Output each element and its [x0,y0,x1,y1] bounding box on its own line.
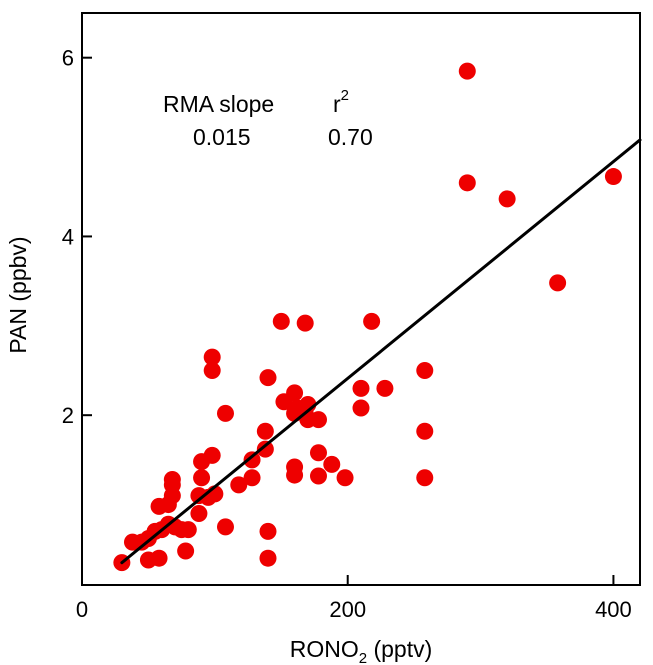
data-point [193,469,211,487]
annotation-slope-label: RMA slope [163,91,274,117]
data-point [230,476,248,494]
annotation-r2-r: r [333,91,341,117]
x-tick-label: 0 [76,597,88,622]
data-point [352,379,370,397]
data-point [216,518,234,536]
data-point [150,549,168,567]
data-point [549,274,567,292]
data-point [323,455,341,473]
data-point [309,411,327,429]
axis-tick-labels: 0 200 400 2 4 6 [62,46,632,622]
data-point [296,314,314,332]
rma-fit-line [120,138,642,565]
data-point [352,399,370,417]
data-point [216,404,234,422]
data-point [243,469,261,487]
data-point [416,362,434,379]
y-tick-label: 2 [62,403,74,428]
data-point [203,348,221,366]
data-point [286,384,304,402]
x-axis-title-main: RONO [290,636,359,662]
data-point [259,549,277,567]
annotation-r2-sup: 2 [341,87,349,104]
data-point [256,440,274,458]
data-point [259,369,277,387]
y-tick-label: 4 [62,224,74,249]
data-point [363,312,381,330]
x-tick-label: 200 [329,597,366,622]
x-axis-title-subscript: 2 [359,650,367,665]
data-point [256,422,274,440]
data-point [458,174,476,192]
data-point [376,379,394,397]
data-point [286,466,304,484]
data-points [113,62,622,572]
data-point [177,542,195,560]
data-point [179,521,197,539]
x-axis-title-unit: (pptv) [367,636,432,662]
plot-frame [81,12,641,586]
annotation-slope-value: 0.015 [193,124,251,150]
x-tick-label: 400 [595,597,632,622]
y-axis-title: PAN (ppbv) [5,236,31,353]
data-point [604,168,622,186]
data-point [458,62,476,80]
y-tick-label: 6 [62,46,74,71]
data-point [416,422,434,440]
data-point [498,190,516,208]
axis-ticks [81,56,615,585]
data-point [259,522,277,540]
data-point [336,469,354,487]
annotation-r2-label: r2 [333,87,349,117]
data-point [416,469,434,487]
data-point [163,471,181,489]
annotation-r2-value: 0.70 [328,124,373,150]
data-point [272,312,290,330]
data-point [203,446,221,464]
data-point [203,362,221,379]
x-axis-title: RONO2 (pptv) [290,636,433,665]
data-point [243,451,261,469]
data-point [309,467,327,485]
data-point [309,444,327,462]
data-point [190,505,208,522]
